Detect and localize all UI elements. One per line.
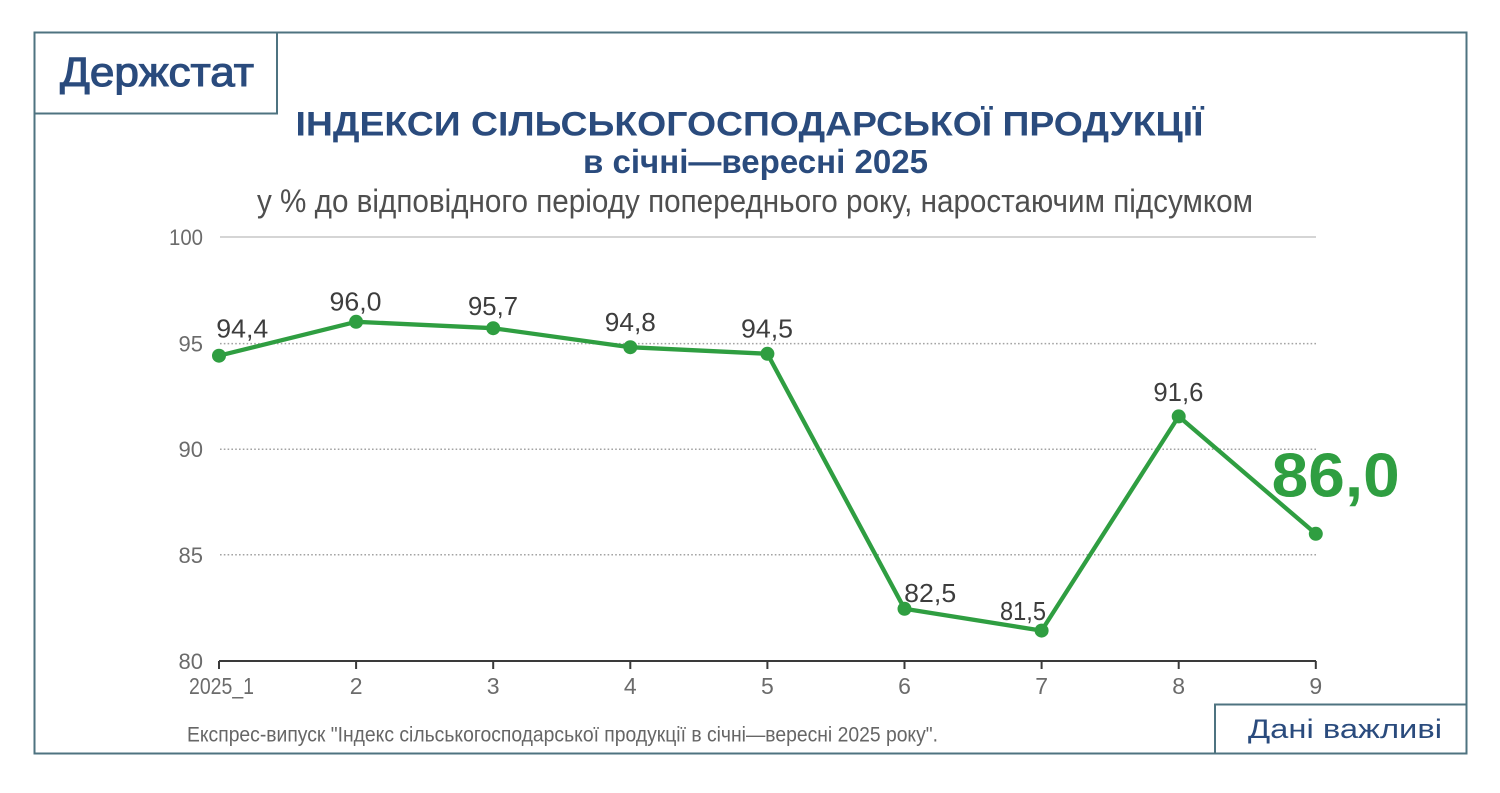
svg-text:94,4: 94,4 bbox=[216, 314, 268, 344]
svg-text:91,6: 91,6 bbox=[1153, 377, 1203, 407]
svg-text:2: 2 bbox=[350, 673, 363, 699]
svg-text:95,7: 95,7 bbox=[468, 291, 518, 321]
svg-text:Експрес-випуск "Індекс сільськ: Експрес-випуск "Індекс сільськогосподарс… bbox=[187, 724, 938, 747]
svg-text:81,5: 81,5 bbox=[1000, 596, 1046, 626]
svg-text:94,5: 94,5 bbox=[741, 314, 793, 344]
svg-text:9: 9 bbox=[1309, 673, 1322, 699]
svg-text:2025_1: 2025_1 bbox=[189, 673, 254, 699]
svg-text:100: 100 bbox=[169, 225, 203, 250]
svg-text:7: 7 bbox=[1035, 673, 1048, 699]
svg-text:Дані важливі: Дані важливі bbox=[1248, 714, 1442, 744]
svg-text:80: 80 bbox=[179, 649, 203, 674]
svg-text:ІНДЕКСИ СІЛЬСЬКОГОСПОДАРСЬКОЇ: ІНДЕКСИ СІЛЬСЬКОГОСПОДАРСЬКОЇ ПРОДУКЦІЇ bbox=[296, 106, 1206, 144]
svg-text:4: 4 bbox=[624, 673, 637, 699]
svg-text:3: 3 bbox=[487, 673, 500, 699]
svg-text:90: 90 bbox=[179, 437, 203, 462]
svg-text:95: 95 bbox=[179, 332, 203, 357]
svg-text:6: 6 bbox=[898, 673, 911, 699]
svg-text:85: 85 bbox=[179, 543, 203, 568]
svg-text:5: 5 bbox=[761, 673, 774, 699]
svg-text:у % до відповідного періоду по: у % до відповідного періоду попереднього… bbox=[257, 183, 1253, 219]
svg-text:86,0: 86,0 bbox=[1272, 442, 1400, 511]
svg-text:82,5: 82,5 bbox=[904, 578, 956, 608]
svg-text:96,0: 96,0 bbox=[330, 286, 382, 316]
svg-text:в січні—вересні 2025: в січні—вересні 2025 bbox=[583, 143, 928, 180]
svg-text:8: 8 bbox=[1172, 673, 1185, 699]
svg-text:94,8: 94,8 bbox=[605, 307, 656, 337]
svg-text:Держстат: Держстат bbox=[60, 49, 254, 95]
